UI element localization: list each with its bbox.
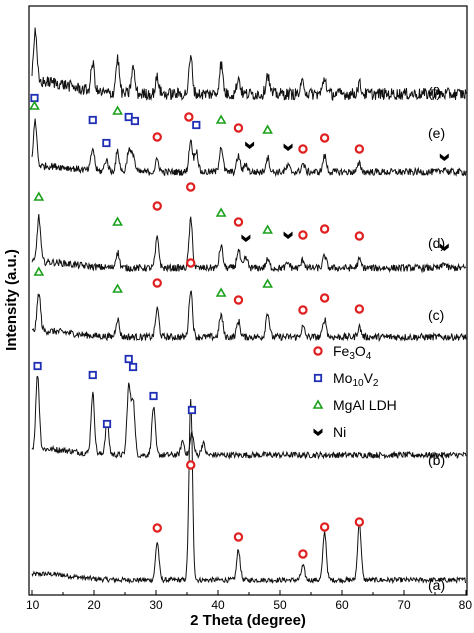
peak-marker-square [102, 419, 112, 429]
peak-marker-square [130, 116, 140, 126]
legend-marker-mgal_ldh [312, 399, 324, 409]
legend-label-mo10v2: Mo10V2 [333, 370, 379, 389]
peak-marker-circle [354, 517, 365, 527]
peak-marker-chevron [241, 234, 251, 242]
peak-marker-chevron [439, 243, 449, 251]
peak-marker-circle [233, 217, 244, 227]
peak-marker-circle [186, 182, 196, 192]
peak-marker-circle [319, 522, 330, 532]
peak-marker-triangle [112, 283, 123, 293]
peak-marker-square [102, 138, 111, 148]
x-tick-label: 50 [273, 598, 287, 612]
peak-marker-chevron [283, 143, 293, 151]
peak-marker-square [192, 120, 201, 130]
series-label-layer: (a) (b) (c) (d) (e) (f) [428, 84, 445, 593]
peak-marker-chevron [439, 153, 449, 161]
peak-marker-square [33, 361, 42, 371]
peak-marker-triangle [215, 287, 227, 297]
peak-marker-circle [354, 304, 365, 314]
x-tick-label: 40 [211, 598, 225, 612]
x-tick-label: 70 [397, 598, 411, 612]
peak-marker-circle [298, 549, 308, 559]
x-tick-label: 10 [26, 598, 40, 612]
peak-marker-triangle [33, 266, 45, 276]
peak-marker-circle [233, 123, 244, 133]
legend-item-mgal_ldh: MgAl LDH [312, 397, 397, 413]
x-tick-label: 20 [87, 598, 101, 612]
y-axis-title: Intensity (a.u.) [3, 249, 20, 351]
peak-marker-triangle [29, 100, 40, 110]
peak-marker-circle [184, 112, 194, 122]
peak-marker-square [128, 362, 138, 372]
peak-marker-circle [354, 231, 365, 241]
pattern-label-f: (f) [428, 84, 441, 100]
peak-marker-circle [298, 305, 308, 315]
legend-label-mgal_ldh: MgAl LDH [333, 397, 397, 413]
peak-marker-triangle [215, 114, 227, 124]
peak-marker-circle [152, 523, 162, 533]
xrd-pattern-f [31, 27, 467, 102]
xrd-pattern-b [31, 375, 467, 460]
peak-marker-circle [233, 532, 244, 542]
peak-marker-square [149, 391, 158, 401]
peak-marker-circle [186, 460, 196, 470]
peak-marker-circle [152, 132, 162, 142]
x-axis-ticks: 10 20 30 40 50 60 70 80 [26, 590, 472, 612]
peak-marker-square [88, 370, 97, 380]
xrd-pattern-d [31, 213, 467, 274]
peak-marker-square [187, 405, 197, 415]
peak-marker-triangle [262, 124, 273, 134]
peak-marker-triangle [262, 278, 273, 288]
legend: Fe3O4 Mo10V2 MgAl LDH Ni [312, 343, 397, 440]
pattern-label-e: (e) [428, 125, 445, 141]
xrd-pattern-c [31, 290, 467, 342]
pattern-label-b: (b) [428, 452, 445, 468]
peak-marker-circle [152, 278, 162, 288]
xrd-pattern-e [31, 118, 467, 178]
peak-marker-square [30, 93, 39, 103]
x-tick-label: 80 [459, 598, 473, 612]
peak-marker-circle [319, 133, 330, 143]
peak-marker-triangle [215, 207, 227, 217]
peak-marker-circle [298, 144, 308, 154]
peak-marker-circle [354, 144, 365, 154]
peak-marker-square [124, 354, 133, 364]
legend-marker-ni [313, 428, 323, 436]
plot-frame [28, 5, 468, 596]
peak-marker-triangle [262, 224, 273, 234]
marker-layer [29, 93, 449, 559]
legend-item-ni: Ni [313, 424, 346, 440]
pattern-label-d: (d) [428, 235, 445, 251]
peak-marker-chevron [283, 231, 293, 239]
legend-marker-fe3o4 [313, 346, 323, 356]
peak-marker-triangle [112, 216, 123, 226]
x-tick-label: 60 [335, 598, 349, 612]
series-layer [31, 27, 467, 585]
peak-marker-circle [152, 201, 162, 211]
peak-marker-circle [298, 230, 308, 240]
xrd-pattern-a [31, 398, 467, 585]
legend-marker-mo10v2 [313, 373, 323, 383]
x-tick-label: 30 [149, 598, 163, 612]
pattern-label-a: (a) [428, 577, 445, 593]
legend-label-fe3o4: Fe3O4 [333, 343, 372, 362]
peak-marker-circle [319, 293, 330, 303]
peak-marker-triangle [112, 105, 123, 115]
peak-marker-square [88, 115, 97, 125]
peak-marker-triangle [33, 191, 45, 201]
peak-marker-chevron [245, 141, 255, 149]
pattern-label-c: (c) [428, 307, 444, 323]
peak-marker-circle [186, 258, 196, 268]
peak-marker-circle [319, 224, 330, 234]
legend-item-mo10v2: Mo10V2 [313, 370, 379, 389]
legend-label-ni: Ni [333, 424, 346, 440]
legend-item-fe3o4: Fe3O4 [313, 343, 372, 362]
x-axis-title: 2 Theta (degree) [190, 612, 306, 629]
peak-marker-circle [233, 295, 244, 305]
